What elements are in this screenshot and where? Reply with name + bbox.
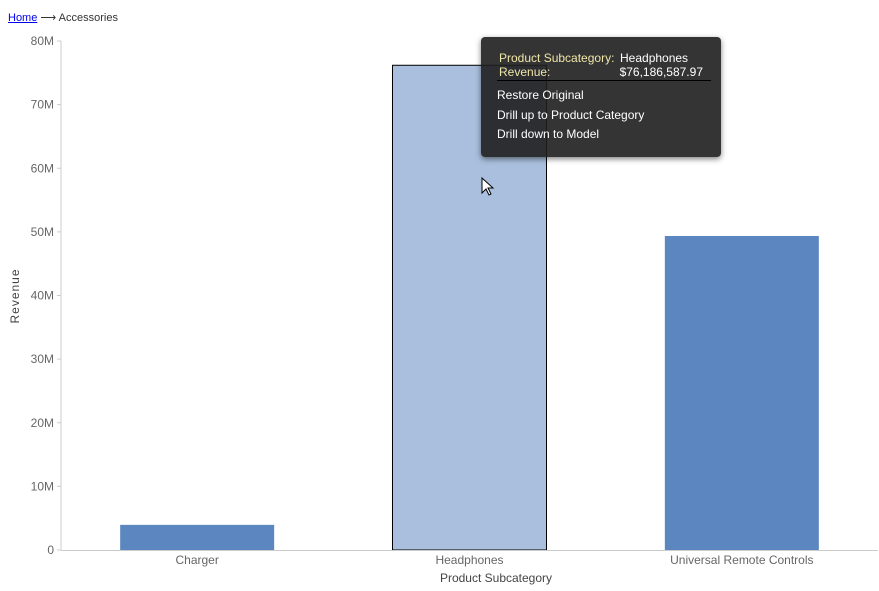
tooltip-key-subcategory: Product Subcategory: bbox=[499, 51, 615, 65]
y-tick-label: 60M bbox=[31, 161, 54, 175]
y-tick-label: 30M bbox=[31, 352, 54, 366]
breadcrumb-home-link[interactable]: Home bbox=[8, 12, 38, 24]
x-tick-label: Charger bbox=[175, 553, 218, 567]
bar-charger[interactable] bbox=[120, 524, 275, 550]
y-tick-label: 70M bbox=[31, 98, 54, 112]
menu-drill-down[interactable]: Drill down to Model bbox=[497, 127, 600, 141]
breadcrumb-current: Accessories bbox=[58, 12, 118, 24]
menu-drill-up[interactable]: Drill up to Product Category bbox=[497, 107, 645, 122]
y-axis-title: Revenue bbox=[8, 268, 22, 323]
tooltip: Product Subcategory: Headphones Revenue: $… bbox=[481, 37, 721, 157]
tooltip-key-revenue: Revenue: bbox=[499, 65, 551, 79]
tooltip-divider bbox=[497, 80, 711, 81]
y-tick-label: 50M bbox=[31, 225, 54, 239]
y-tick-label: 20M bbox=[31, 416, 54, 430]
tooltip-value-revenue: $76,186,587.97 bbox=[619, 65, 703, 79]
menu-restore-original[interactable]: Restore Original bbox=[497, 88, 584, 102]
tooltip-value-subcategory: Headphones bbox=[620, 51, 689, 65]
y-tick-label: 0 bbox=[47, 543, 54, 557]
x-tick-label: Universal Remote Controls bbox=[670, 553, 813, 567]
y-tick-label: 80M bbox=[31, 34, 54, 48]
bar-universal-remote-controls[interactable] bbox=[664, 236, 819, 550]
y-tick-label: 10M bbox=[31, 479, 54, 493]
breadcrumb-separator: ⟶ bbox=[40, 12, 57, 24]
y-tick-label: 40M bbox=[31, 289, 54, 303]
x-axis-title: Product Subcategory bbox=[440, 571, 552, 585]
x-tick-label: Headphones bbox=[435, 553, 503, 567]
breadcrumb: Home ⟶ Accessories bbox=[8, 11, 118, 24]
